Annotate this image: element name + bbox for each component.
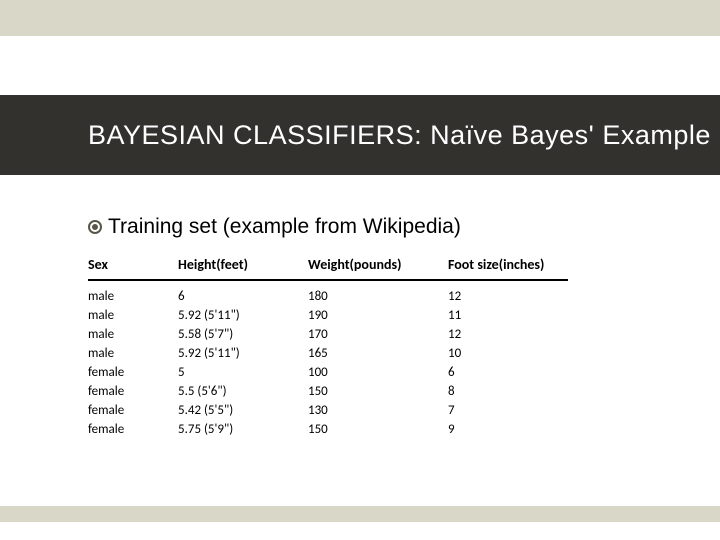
table-header-row: Sex Height(feet) Weight(pounds) Foot siz… — [88, 252, 568, 280]
col-header-weight: Weight(pounds) — [308, 252, 448, 280]
table-cell: 6 — [448, 363, 568, 382]
table-cell: 10 — [448, 344, 568, 363]
table-cell: male — [88, 306, 178, 325]
table-cell: 180 — [308, 280, 448, 306]
table-row: female51006 — [88, 363, 568, 382]
table-cell: 5.75 (5'9") — [178, 420, 308, 439]
table-cell: 170 — [308, 325, 448, 344]
bullet-text: Training set (example from Wikipedia) — [108, 215, 461, 239]
table-row: male5.58 (5'7")17012 — [88, 325, 568, 344]
top-decor-bar — [0, 0, 720, 36]
table-row: male618012 — [88, 280, 568, 306]
table-cell: 5.92 (5'11") — [178, 306, 308, 325]
training-table: Sex Height(feet) Weight(pounds) Foot siz… — [88, 252, 568, 439]
table-cell: 6 — [178, 280, 308, 306]
table-cell: male — [88, 325, 178, 344]
table-row: female5.42 (5'5")1307 — [88, 401, 568, 420]
table-cell: 5.92 (5'11") — [178, 344, 308, 363]
table-cell: 5.58 (5'7") — [178, 325, 308, 344]
table-cell: 7 — [448, 401, 568, 420]
col-header-sex: Sex — [88, 252, 178, 280]
table-body: male618012male5.92 (5'11")19011male5.58 … — [88, 280, 568, 439]
table-cell: 5.5 (5'6") — [178, 382, 308, 401]
table-cell: 5.42 (5'5") — [178, 401, 308, 420]
table-row: female5.75 (5'9")1509 — [88, 420, 568, 439]
table-cell: female — [88, 401, 178, 420]
col-header-height: Height(feet) — [178, 252, 308, 280]
table-cell: 100 — [308, 363, 448, 382]
table-cell: 12 — [448, 325, 568, 344]
training-table-wrap: Sex Height(feet) Weight(pounds) Foot siz… — [88, 252, 568, 439]
table-cell: 5 — [178, 363, 308, 382]
table-cell: female — [88, 382, 178, 401]
table-row: male5.92 (5'11")19011 — [88, 306, 568, 325]
table-cell: 165 — [308, 344, 448, 363]
slide-title-block: BAYESIAN CLASSIFIERS: Naïve Bayes' Examp… — [0, 95, 720, 175]
table-row: male5.92 (5'11")16510 — [88, 344, 568, 363]
table-cell: 150 — [308, 382, 448, 401]
table-cell: 190 — [308, 306, 448, 325]
table-cell: 130 — [308, 401, 448, 420]
col-header-foot: Foot size(inches) — [448, 252, 568, 280]
table-cell: 9 — [448, 420, 568, 439]
bullet-line: Training set (example from Wikipedia) — [88, 215, 461, 239]
table-cell: female — [88, 363, 178, 382]
slide-title: BAYESIAN CLASSIFIERS: Naïve Bayes' Examp… — [88, 119, 711, 151]
table-cell: male — [88, 280, 178, 306]
table-cell: 150 — [308, 420, 448, 439]
table-row: female5.5 (5'6")1508 — [88, 382, 568, 401]
table-cell: 11 — [448, 306, 568, 325]
table-cell: 8 — [448, 382, 568, 401]
target-bullet-icon — [88, 220, 102, 234]
table-cell: male — [88, 344, 178, 363]
bottom-decor-bar — [0, 506, 720, 522]
table-cell: female — [88, 420, 178, 439]
table-cell: 12 — [448, 280, 568, 306]
